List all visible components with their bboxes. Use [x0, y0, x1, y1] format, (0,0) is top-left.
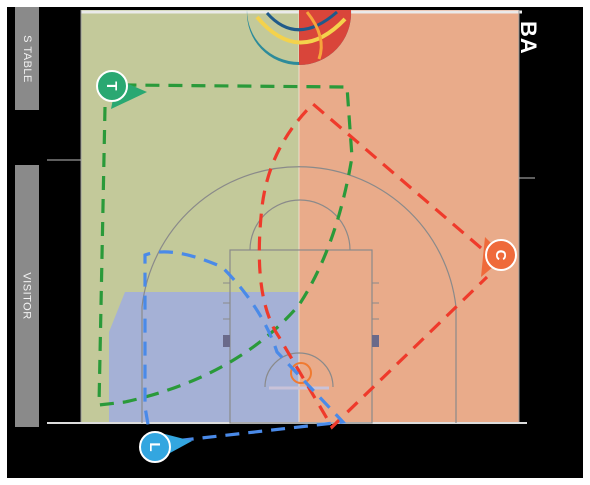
lane-block-right [372, 335, 379, 347]
scorers-table-tab[interactable]: S TABLE [15, 7, 39, 110]
center-logo [246, 10, 352, 66]
scorers-table-label: S TABLE [21, 34, 34, 83]
play-canvas[interactable]: T C L S TABLE VISITOR BA [7, 7, 583, 478]
route-green[interactable] [97, 83, 354, 407]
right-zone [299, 10, 519, 423]
lane-block-left [223, 335, 230, 347]
player-marker-l[interactable]: L [139, 431, 192, 463]
player-t-label: T [103, 81, 120, 90]
three-point-arc [141, 166, 457, 423]
player-c-label: C [492, 250, 509, 261]
player-l-label: L [146, 442, 163, 451]
paint-zone [109, 292, 299, 423]
visitor-tab[interactable]: VISITOR [15, 165, 39, 427]
free-throw-circle [249, 199, 351, 251]
hoop [290, 362, 312, 384]
visitor-label: VISITOR [21, 272, 33, 320]
route-red[interactable] [257, 101, 489, 430]
player-marker-t[interactable]: T [96, 70, 147, 109]
player-marker-c[interactable]: C [481, 237, 517, 277]
lane-hash-marks [223, 282, 379, 320]
basketball-court[interactable]: T C L [7, 7, 583, 478]
brand-logo: BA [516, 21, 541, 55]
route-blue[interactable] [143, 250, 347, 448]
restricted-area [264, 352, 334, 388]
